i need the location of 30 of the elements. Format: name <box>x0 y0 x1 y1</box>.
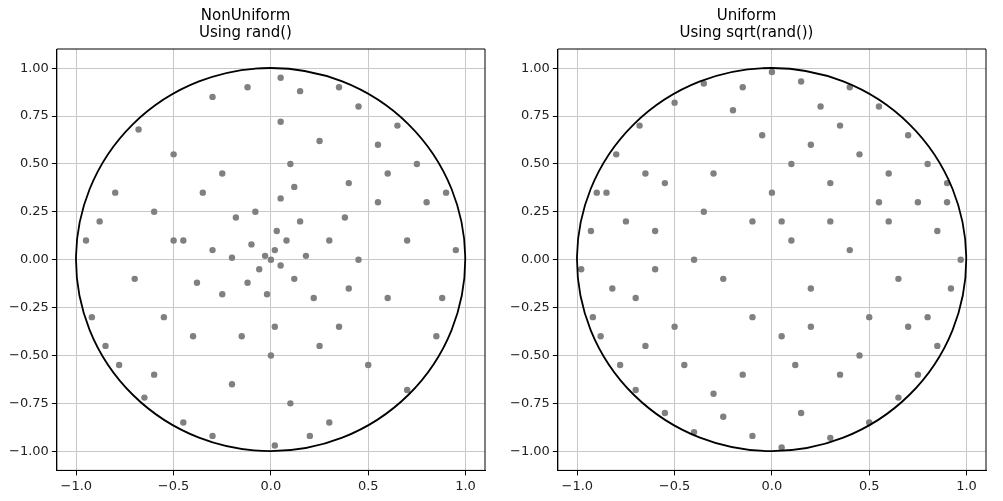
y-tick-label: 0.25 <box>520 203 550 219</box>
x-tick-label: −0.5 <box>658 477 691 493</box>
y-tick-label: 0.00 <box>19 251 49 267</box>
chart-title: NonUniform Using rand() <box>199 6 292 41</box>
y-tick-label: −0.25 <box>509 298 550 314</box>
x-tick-label: −0.5 <box>157 477 190 493</box>
y-tick-label: −1.00 <box>509 442 550 458</box>
y-tick-label: −0.75 <box>8 394 49 410</box>
y-tick-label: 0.50 <box>520 155 550 171</box>
y-tick-label: 0.25 <box>19 203 49 219</box>
y-tick-label: −0.75 <box>509 394 550 410</box>
y-tick-label: −0.50 <box>8 346 49 362</box>
x-tick-label: −1.0 <box>561 477 594 493</box>
y-tick-label: 0.75 <box>520 107 550 123</box>
x-tick-label: 0.0 <box>761 477 783 493</box>
y-tick-label: 1.00 <box>520 59 550 75</box>
x-tick-label: 0.5 <box>357 477 379 493</box>
chart-title: Uniform Using sqrt(rand()) <box>679 6 814 41</box>
y-tick-label: 1.00 <box>19 59 49 75</box>
x-tick-label: 1.0 <box>455 477 476 493</box>
x-tick-label: 1.0 <box>956 477 977 493</box>
x-tick-label: −1.0 <box>60 477 93 493</box>
y-tick-label: 0.50 <box>19 155 49 171</box>
y-tick-label: 0.00 <box>520 251 550 267</box>
x-tick-label: 0.5 <box>858 477 880 493</box>
y-tick-label: 0.75 <box>19 107 49 123</box>
y-tick-label: −1.00 <box>8 442 49 458</box>
y-tick-label: −0.50 <box>509 346 550 362</box>
x-tick-label: 0.0 <box>260 477 282 493</box>
y-tick-label: −0.25 <box>8 298 49 314</box>
